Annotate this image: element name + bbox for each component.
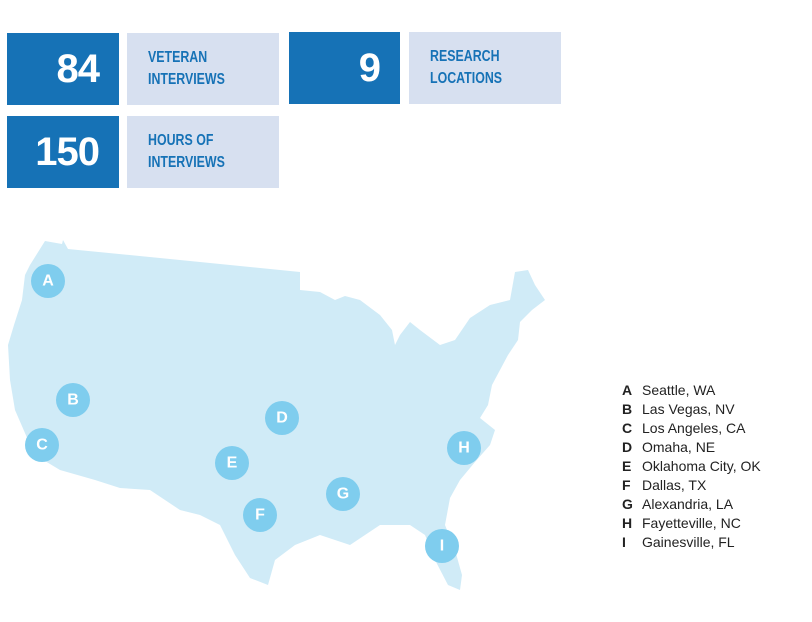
map-pin-i: I <box>425 529 459 563</box>
pin-letter: G <box>337 486 349 503</box>
pin-letter: C <box>36 437 48 454</box>
legend-item: I Gainesville, FL <box>622 533 761 552</box>
map-pin-a: A <box>31 264 65 298</box>
pin-circle <box>326 477 360 511</box>
legend-item: C Los Angeles, CA <box>622 419 761 438</box>
legend-location: Alexandria, LA <box>642 496 734 512</box>
label-line: RESEARCH <box>430 48 500 65</box>
pin-circle <box>215 446 249 480</box>
pin-circle <box>31 264 65 298</box>
location-legend: A Seattle, WA B Las Vegas, NV C Los Angeles, … <box>622 381 761 552</box>
map-pin-c: C <box>25 428 59 462</box>
pin-letter: B <box>67 392 79 409</box>
pin-letter: E <box>227 455 238 472</box>
legend-location: Oklahoma City, OK <box>642 458 761 474</box>
map-pin-b: B <box>56 383 90 417</box>
legend-location: Las Vegas, NV <box>642 401 735 417</box>
map-pin-e: E <box>215 446 249 480</box>
legend-location: Omaha, NE <box>642 439 716 455</box>
legend-letter: G <box>622 496 633 512</box>
map-pin-g: G <box>326 477 360 511</box>
legend-item: B Las Vegas, NV <box>622 400 761 419</box>
pin-circle <box>56 383 90 417</box>
pin-letter: D <box>276 410 288 427</box>
legend-location: Fayetteville, NC <box>642 515 741 531</box>
legend-letter: E <box>622 458 632 474</box>
legend-letter: C <box>622 420 633 436</box>
legend-item: A Seattle, WA <box>622 381 761 400</box>
legend-letter: D <box>622 439 633 455</box>
stat-label-hours: HOURS OF INTERVIEWS <box>127 116 279 188</box>
legend-item: E Oklahoma City, OK <box>622 457 761 476</box>
legend-location: Los Angeles, CA <box>642 420 746 436</box>
label-line: INTERVIEWS <box>148 154 225 171</box>
legend-item: F Dallas, TX <box>622 476 761 495</box>
legend-item: H Fayetteville, NC <box>622 514 761 533</box>
legend-location: Seattle, WA <box>642 382 716 398</box>
pin-circle <box>447 431 481 465</box>
pin-circle <box>243 498 277 532</box>
label-line: INTERVIEWS <box>148 71 225 88</box>
legend-location: Dallas, TX <box>642 477 707 493</box>
legend-letter: I <box>622 534 626 550</box>
pin-circle <box>265 401 299 435</box>
pin-letter: I <box>440 538 444 555</box>
legend-item: G Alexandria, LA <box>622 495 761 514</box>
stat-number-interviews: 84 <box>7 33 119 105</box>
label-line: VETERAN <box>148 49 208 66</box>
stat-number-locations: 9 <box>289 32 400 104</box>
legend-item: D Omaha, NE <box>622 438 761 457</box>
legend-location: Gainesville, FL <box>642 534 735 550</box>
legend-letter: B <box>622 401 633 417</box>
pin-letter: H <box>458 440 470 457</box>
map-pin-f: F <box>243 498 277 532</box>
stat-label-interviews: VETERAN INTERVIEWS <box>127 33 279 105</box>
legend-letter: F <box>622 477 631 493</box>
stat-label-locations: RESEARCH LOCATIONS <box>409 32 561 104</box>
label-line: LOCATIONS <box>430 70 503 87</box>
legend-letter: A <box>622 382 633 398</box>
map-pin-h: H <box>447 431 481 465</box>
pin-circle <box>25 428 59 462</box>
pin-letter: A <box>42 273 54 290</box>
label-line: HOURS OF <box>148 132 214 149</box>
pin-letter: F <box>255 507 265 524</box>
pin-circle <box>425 529 459 563</box>
map-pin-d: D <box>265 401 299 435</box>
legend-letter: H <box>622 515 633 531</box>
stat-number-hours: 150 <box>7 116 119 188</box>
